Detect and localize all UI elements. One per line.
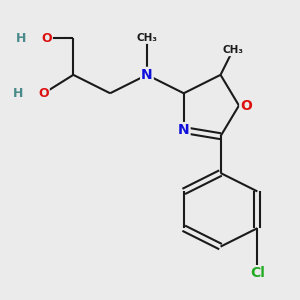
Text: CH₃: CH₃ bbox=[136, 33, 158, 43]
Text: N: N bbox=[178, 123, 190, 137]
Text: H: H bbox=[13, 87, 23, 100]
Text: N: N bbox=[141, 68, 153, 82]
Text: Cl: Cl bbox=[250, 266, 265, 280]
Text: H: H bbox=[16, 32, 26, 44]
Text: O: O bbox=[42, 32, 52, 44]
Text: CH₃: CH₃ bbox=[222, 45, 243, 55]
Text: O: O bbox=[39, 87, 49, 100]
Text: O: O bbox=[240, 98, 252, 112]
